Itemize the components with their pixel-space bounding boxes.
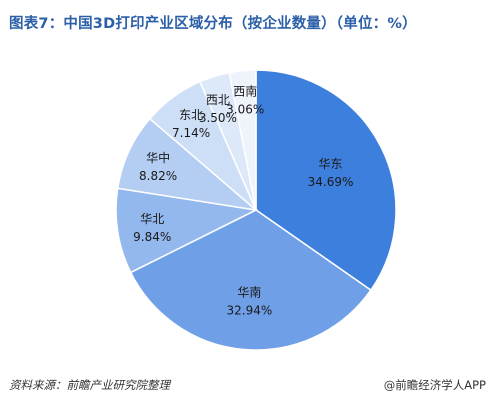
slice-value-4: 8.82% (139, 169, 177, 183)
slice-label-1: 华东 (318, 157, 342, 171)
slice-label-3: 华北 (140, 212, 164, 226)
slice-value-5: 7.14% (172, 126, 210, 140)
slice-value-2: 32.94% (227, 303, 273, 317)
slice-label-5: 东北 (179, 108, 203, 122)
source-note: 资料来源：前瞻产业研究院整理 (9, 378, 170, 392)
slice-value-6: 3.50% (199, 111, 237, 125)
slice-value-3: 9.84% (133, 230, 171, 244)
pie-slice-2 (129, 209, 372, 351)
pie-slice-3 (115, 187, 259, 274)
slice-label-7: 西南 (233, 84, 257, 99)
chart-title: 图表7：中国3D打印产业区域分布（按企业数量）（单位：%） (9, 16, 417, 32)
pie-slice-7 (228, 69, 257, 211)
brand-credit: @前瞻经济学人APP (383, 378, 486, 392)
slice-label-2: 华南 (237, 284, 261, 299)
slice-value-7: 3.06% (226, 103, 264, 117)
pie-slice-1 (255, 69, 397, 292)
slice-value-1: 34.69% (308, 175, 354, 189)
slice-label-6: 西北 (206, 93, 230, 107)
slice-label-4: 华中 (146, 150, 170, 165)
